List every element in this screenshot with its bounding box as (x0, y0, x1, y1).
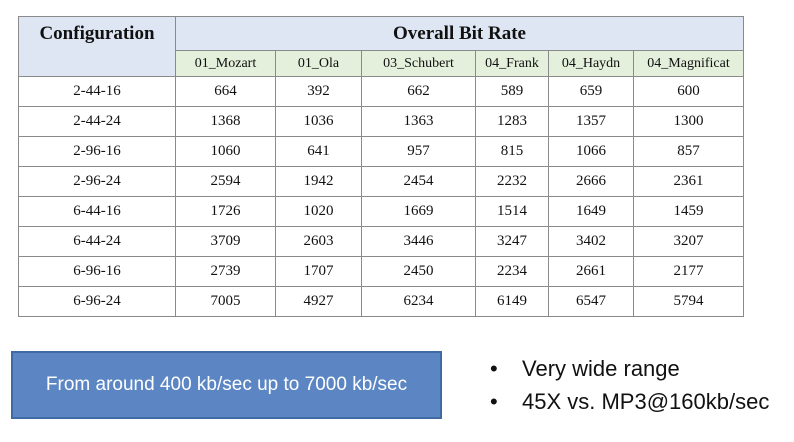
table-row: 2-44-24 1368 1036 1363 1283 1357 1300 (18, 106, 744, 137)
configuration-header: Configuration (18, 16, 176, 77)
value-cell: 1726 (175, 196, 276, 227)
value-cell: 2454 (361, 166, 476, 197)
value-cell: 1020 (275, 196, 362, 227)
value-cell: 1036 (275, 106, 362, 137)
value-cell: 1300 (633, 106, 744, 137)
value-cell: 2361 (633, 166, 744, 197)
value-cell: 659 (548, 76, 634, 107)
value-cell: 3207 (633, 226, 744, 257)
column-header-schubert: 03_Schubert (361, 50, 476, 77)
column-header-haydn: 04_Haydn (548, 50, 634, 77)
value-cell: 2739 (175, 256, 276, 287)
config-cell: 6-96-16 (18, 256, 176, 287)
callout-box: From around 400 kb/sec up to 7000 kb/sec (11, 351, 442, 419)
value-cell: 1066 (548, 136, 634, 167)
value-cell: 857 (633, 136, 744, 167)
value-cell: 1669 (361, 196, 476, 227)
value-cell: 6234 (361, 286, 476, 317)
value-cell: 3247 (475, 226, 549, 257)
value-cell: 1942 (275, 166, 362, 197)
table-row: 6-96-24 7005 4927 6234 6149 6547 5794 (18, 286, 744, 317)
value-cell: 641 (275, 136, 362, 167)
config-cell: 2-96-24 (18, 166, 176, 197)
value-cell: 7005 (175, 286, 276, 317)
value-cell: 6547 (548, 286, 634, 317)
value-cell: 1514 (475, 196, 549, 227)
value-cell: 1707 (275, 256, 362, 287)
table-row: 6-96-16 2739 1707 2450 2234 2661 2177 (18, 256, 744, 287)
bullet-item: • Very wide range (490, 352, 769, 385)
value-cell: 2177 (633, 256, 744, 287)
config-cell: 6-44-24 (18, 226, 176, 257)
value-cell: 1459 (633, 196, 744, 227)
value-cell: 4927 (275, 286, 362, 317)
value-cell: 6149 (475, 286, 549, 317)
value-cell: 3446 (361, 226, 476, 257)
overall-bit-rate-header: Overall Bit Rate (175, 16, 744, 51)
value-cell: 600 (633, 76, 744, 107)
value-cell: 2594 (175, 166, 276, 197)
value-cell: 664 (175, 76, 276, 107)
value-cell: 1649 (548, 196, 634, 227)
callout-text: From around 400 kb/sec up to 7000 kb/sec (45, 374, 408, 395)
value-cell: 1283 (475, 106, 549, 137)
config-cell: 2-96-16 (18, 136, 176, 167)
value-cell: 2603 (275, 226, 362, 257)
bullet-text: Very wide range (522, 356, 680, 381)
bullet-list: • Very wide range • 45X vs. MP3@160kb/se… (490, 352, 769, 418)
value-cell: 3709 (175, 226, 276, 257)
bitrate-table: Configuration Overall Bit Rate 01_Mozart… (18, 16, 744, 317)
value-cell: 3402 (548, 226, 634, 257)
value-cell: 5794 (633, 286, 744, 317)
column-header-mozart: 01_Mozart (175, 50, 276, 77)
value-cell: 392 (275, 76, 362, 107)
column-header-magnificat: 04_Magnificat (633, 50, 744, 77)
bitrate-table-container: Configuration Overall Bit Rate 01_Mozart… (18, 16, 744, 317)
bullet-dot-icon: • (490, 389, 498, 414)
table-row: 6-44-16 1726 1020 1669 1514 1649 1459 (18, 196, 744, 227)
value-cell: 2234 (475, 256, 549, 287)
config-cell: 6-44-16 (18, 196, 176, 227)
value-cell: 957 (361, 136, 476, 167)
value-cell: 589 (475, 76, 549, 107)
value-cell: 1357 (548, 106, 634, 137)
bullet-text: 45X vs. MP3@160kb/sec (522, 389, 770, 414)
value-cell: 815 (475, 136, 549, 167)
value-cell: 2661 (548, 256, 634, 287)
table-row: 6-44-24 3709 2603 3446 3247 3402 3207 (18, 226, 744, 257)
table-row: 2-96-24 2594 1942 2454 2232 2666 2361 (18, 166, 744, 197)
table-row: 2-96-16 1060 641 957 815 1066 857 (18, 136, 744, 167)
config-cell: 6-96-24 (18, 286, 176, 317)
config-cell: 2-44-24 (18, 106, 176, 137)
column-header-frank: 04_Frank (475, 50, 549, 77)
value-cell: 662 (361, 76, 476, 107)
config-cell: 2-44-16 (18, 76, 176, 107)
column-header-ola: 01_Ola (275, 50, 362, 77)
value-cell: 2232 (475, 166, 549, 197)
table-row: 2-44-16 664 392 662 589 659 600 (18, 76, 744, 107)
value-cell: 1368 (175, 106, 276, 137)
value-cell: 2666 (548, 166, 634, 197)
value-cell: 1363 (361, 106, 476, 137)
bullet-item: • 45X vs. MP3@160kb/sec (490, 385, 769, 418)
value-cell: 1060 (175, 136, 276, 167)
value-cell: 2450 (361, 256, 476, 287)
bullet-dot-icon: • (490, 356, 498, 381)
